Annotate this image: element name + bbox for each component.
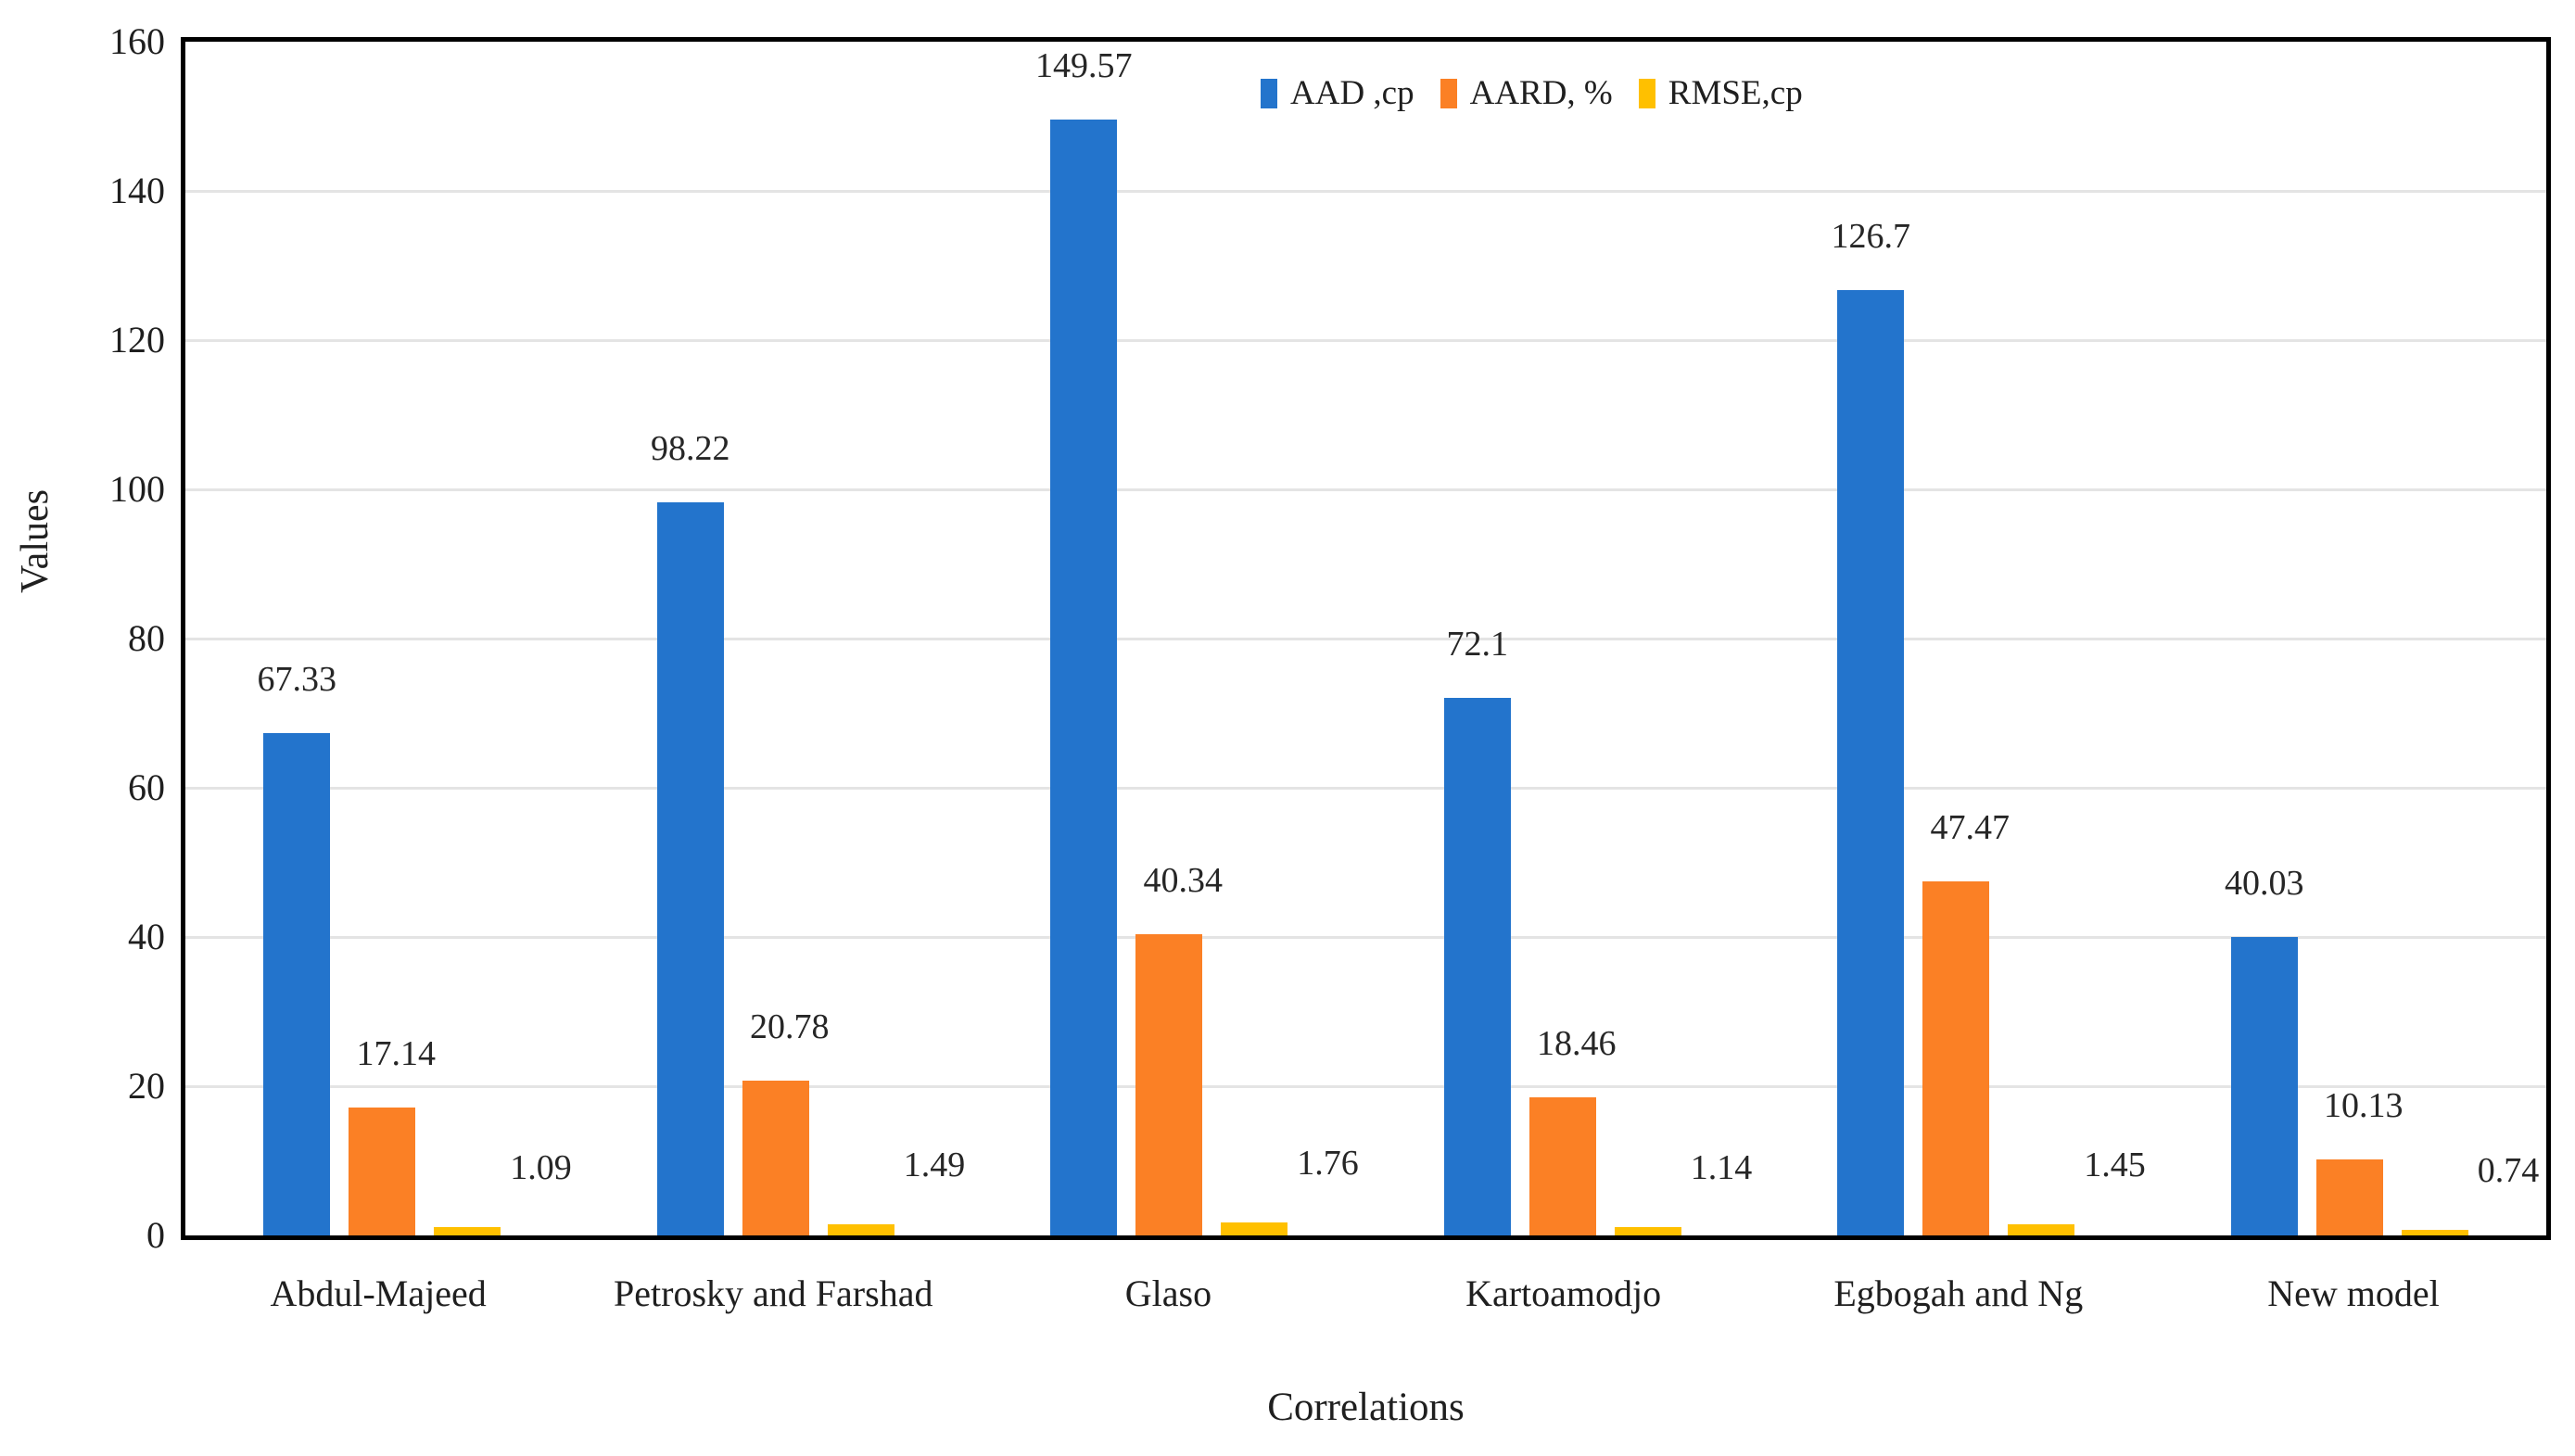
bar-RMSE,cp-New model <box>2401 1230 2468 1235</box>
y-tick-label: 160 <box>109 20 165 62</box>
bar-AAD ,cp-Glaso <box>1050 119 1118 1235</box>
y-tick-label: 80 <box>128 617 165 659</box>
gridline <box>185 189 2546 193</box>
bar-AARD, %-Glaso <box>1135 934 1203 1235</box>
x-axis-category-labels: Abdul-Majeed Petrosky and Farshad Glaso … <box>181 1272 2551 1315</box>
bar-AARD, %-Egbogah and Ng <box>1922 880 1990 1235</box>
bar-value-label: 40.34 <box>1143 861 1224 901</box>
bar-value-label: 1.49 <box>903 1146 966 1185</box>
bar-value-label: 1.76 <box>1297 1143 1359 1183</box>
legend-label-rmse: RMSE,cp <box>1668 74 1803 112</box>
legend-label-aard: AARD, % <box>1469 74 1613 112</box>
legend-item-aard: AARD, % <box>1440 73 1613 113</box>
legend: AAD ,cp AARD, % RMSE,cp <box>1261 73 1803 113</box>
bar-AAD ,cp-Petrosky and Farshad <box>656 502 724 1235</box>
bar-value-label: 10.13 <box>2324 1086 2404 1126</box>
legend-item-rmse: RMSE,cp <box>1638 73 1803 113</box>
category-label: Petrosky and Farshad <box>614 1272 933 1314</box>
bar-AAD ,cp-Kartoamodjo <box>1443 697 1511 1235</box>
y-tick-label: 140 <box>109 170 165 211</box>
bar-value-label: 72.1 <box>1446 624 1509 664</box>
category-label: Kartoamodjo <box>1465 1272 1662 1314</box>
gridline <box>185 786 2546 790</box>
legend-marker-aad <box>1261 78 1277 108</box>
category-label: Glaso <box>1124 1272 1212 1314</box>
plot-area: 67.33 17.14 1.09 98.22 20.78 1.49 149.57 40.34 1… <box>181 37 2551 1240</box>
bar-value-label: 17.14 <box>356 1034 437 1074</box>
category-label: Abdul-Majeed <box>270 1272 487 1314</box>
legend-marker-rmse <box>1638 78 1655 108</box>
bar-value-label: 98.22 <box>651 429 730 469</box>
bar-AAD ,cp-New model <box>2230 936 2298 1235</box>
bar-value-label: 40.03 <box>2225 863 2304 903</box>
y-tick-label: 0 <box>146 1214 165 1256</box>
bar-AARD, %-New model <box>2315 1159 2383 1235</box>
y-tick-label: 60 <box>128 766 165 808</box>
bar-value-label: 67.33 <box>257 660 337 699</box>
bar-AARD, %-Petrosky and Farshad <box>742 1080 809 1235</box>
bar-AAD ,cp-Egbogah and Ng <box>1837 290 1905 1235</box>
legend-item-aad: AAD ,cp <box>1261 73 1414 113</box>
bar-value-label: 0.74 <box>2477 1151 2540 1191</box>
bar-AARD, %-Abdul-Majeed <box>349 1108 416 1235</box>
category-label: Egbogah and Ng <box>1833 1272 2084 1314</box>
y-tick-label: 120 <box>109 319 165 361</box>
y-tick-label: 20 <box>128 1065 165 1107</box>
category-label: New model <box>2267 1272 2440 1314</box>
bar-value-label: 1.45 <box>2084 1146 2146 1185</box>
bar-RMSE,cp-Glaso <box>1221 1222 1288 1235</box>
bar-value-label: 126.7 <box>1831 217 1911 257</box>
gridline <box>185 637 2546 640</box>
bar-value-label: 1.14 <box>1690 1147 1753 1187</box>
y-tick-label: 100 <box>109 468 165 510</box>
bar-AARD, %-Kartoamodjo <box>1529 1097 1596 1235</box>
bar-value-label: 1.09 <box>510 1148 572 1188</box>
legend-marker-aard <box>1440 78 1457 108</box>
bar-RMSE,cp-Egbogah and Ng <box>2008 1224 2075 1235</box>
y-tick-label: 40 <box>128 916 165 957</box>
bar-value-label: 18.46 <box>1537 1024 1617 1064</box>
bar-value-label: 20.78 <box>750 1007 830 1046</box>
plot-inner: 67.33 17.14 1.09 98.22 20.78 1.49 149.57 40.34 1… <box>185 42 2546 1235</box>
gridline <box>185 338 2546 342</box>
gridline <box>185 1084 2546 1088</box>
legend-label-aad: AAD ,cp <box>1290 74 1414 112</box>
gridline <box>185 487 2546 491</box>
gridline <box>185 935 2546 939</box>
bar-value-label: 47.47 <box>1930 807 2011 847</box>
x-axis-title: Correlations <box>1267 1386 1465 1429</box>
bar-value-label: 149.57 <box>1035 45 1133 85</box>
bar-RMSE,cp-Petrosky and Farshad <box>827 1224 894 1235</box>
bar-RMSE,cp-Kartoamodjo <box>1614 1226 1681 1235</box>
bar-RMSE,cp-Abdul-Majeed <box>434 1227 501 1235</box>
bar-AAD ,cp-Abdul-Majeed <box>263 733 331 1235</box>
